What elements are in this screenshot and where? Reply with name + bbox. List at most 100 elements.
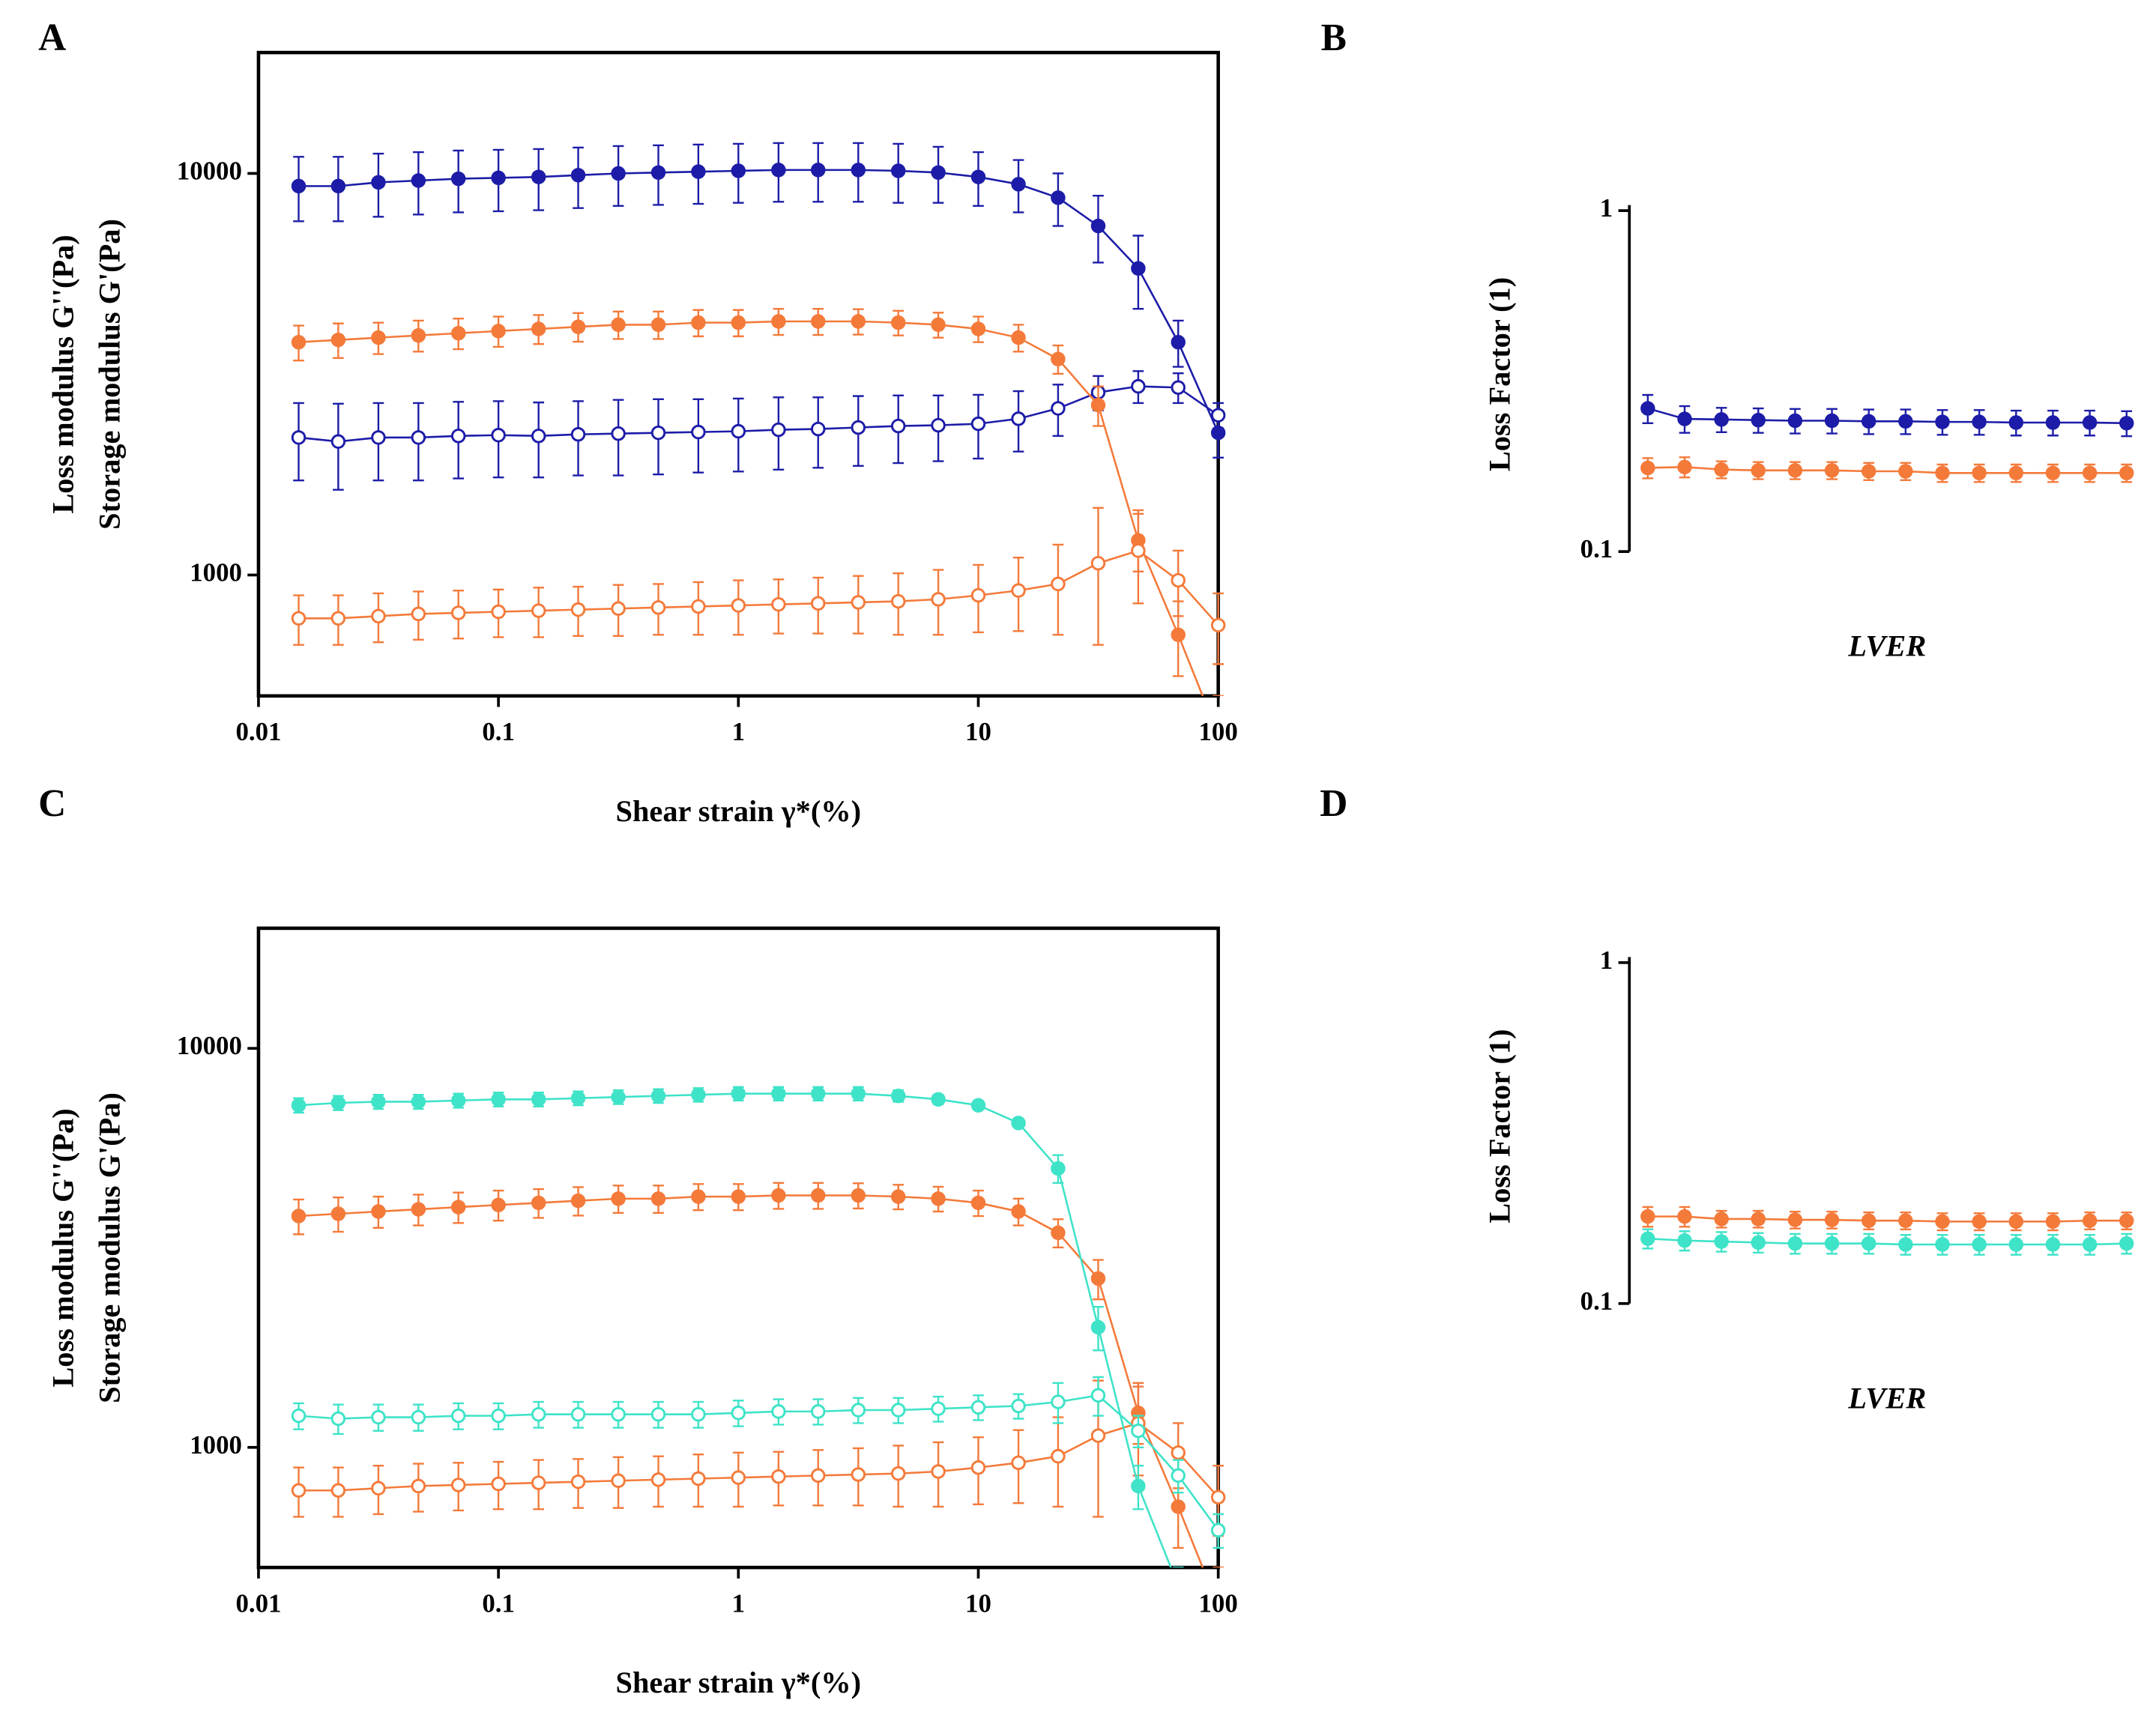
marker — [811, 1086, 826, 1101]
marker — [1090, 1428, 1106, 1443]
marker — [570, 1406, 586, 1422]
marker — [491, 1408, 506, 1424]
marker — [851, 1086, 866, 1101]
marker — [1972, 414, 1987, 429]
marker — [2008, 415, 2024, 430]
marker — [411, 327, 426, 343]
marker — [2082, 465, 2098, 481]
marker — [1787, 1212, 1803, 1227]
marker — [691, 599, 706, 614]
marker — [330, 611, 346, 626]
marker — [330, 332, 346, 348]
marker — [1051, 1448, 1066, 1464]
marker — [1131, 378, 1146, 394]
marker — [1640, 401, 1655, 416]
marker — [1898, 464, 1913, 479]
marker — [450, 171, 466, 187]
x-tick-label: 100 — [1199, 1588, 1238, 1618]
panel-letter: C — [38, 782, 66, 825]
y-axis-label: Loss modulus G''(Pa) — [46, 235, 79, 513]
marker — [1011, 1455, 1026, 1471]
marker — [2008, 465, 2024, 481]
marker — [851, 163, 866, 178]
marker — [851, 1403, 866, 1418]
marker — [1090, 555, 1106, 571]
marker — [1640, 1231, 1655, 1246]
marker — [890, 1466, 906, 1481]
marker — [890, 593, 906, 609]
marker — [731, 1406, 746, 1421]
marker — [970, 1460, 986, 1475]
marker — [371, 1409, 386, 1425]
marker — [1935, 465, 1950, 481]
marker — [611, 601, 626, 616]
marker — [411, 430, 426, 445]
marker — [411, 1478, 426, 1494]
marker — [2082, 1213, 2098, 1228]
error-bar — [1172, 1566, 1184, 1568]
marker — [570, 319, 586, 334]
marker — [531, 321, 546, 336]
marker — [531, 429, 546, 444]
marker — [931, 317, 946, 333]
marker — [2082, 1237, 2098, 1252]
marker — [1861, 1213, 1876, 1228]
marker — [851, 1467, 866, 1482]
x-tick-label: 100 — [1199, 717, 1238, 746]
marker — [1171, 572, 1186, 588]
marker — [811, 314, 826, 329]
marker — [731, 1086, 746, 1101]
marker — [1171, 1445, 1186, 1460]
marker — [691, 164, 706, 179]
marker — [1898, 1213, 1913, 1228]
marker — [330, 1206, 346, 1221]
x-axis-label: Shear strain γ*(%) — [616, 794, 862, 828]
marker — [890, 1088, 906, 1104]
marker — [411, 1094, 426, 1110]
marker — [291, 1483, 307, 1498]
y-tick-label: 1000 — [190, 1430, 242, 1460]
marker — [851, 1188, 866, 1203]
marker — [531, 1475, 546, 1490]
x-axis-label: LVER — [1847, 629, 1926, 663]
marker — [851, 420, 866, 435]
marker — [450, 1093, 466, 1108]
x-tick-label: 0.1 — [482, 717, 515, 746]
marker — [611, 166, 626, 181]
marker — [491, 1197, 506, 1212]
marker — [450, 326, 466, 341]
marker — [931, 592, 946, 607]
series-line — [298, 169, 1219, 434]
marker — [771, 1469, 786, 1484]
marker — [1011, 1116, 1026, 1131]
marker — [811, 1188, 826, 1203]
x-tick-label: 1 — [732, 717, 745, 746]
marker — [491, 324, 506, 339]
marker — [650, 1472, 666, 1487]
marker — [491, 1092, 506, 1107]
marker — [371, 330, 386, 345]
marker — [731, 423, 746, 439]
marker — [771, 596, 786, 612]
marker — [1898, 414, 1913, 429]
marker — [970, 1195, 986, 1211]
marker — [371, 1481, 386, 1496]
marker — [1051, 1161, 1066, 1176]
marker — [650, 600, 666, 615]
marker — [691, 1189, 706, 1204]
marker — [650, 1406, 666, 1422]
marker — [1171, 627, 1186, 642]
y-tick-label: 0.1 — [1580, 534, 1613, 563]
marker — [890, 163, 906, 178]
marker — [650, 317, 666, 333]
marker — [1751, 463, 1766, 478]
marker — [611, 1473, 626, 1488]
error-bar — [1213, 1639, 1224, 1674]
marker — [691, 1471, 706, 1486]
marker — [450, 1408, 466, 1424]
marker — [371, 430, 386, 445]
marker — [1171, 1468, 1186, 1483]
marker — [1640, 460, 1655, 476]
marker — [2045, 1237, 2061, 1252]
y-axis-label: Loss Factor (1) — [1483, 1029, 1517, 1223]
